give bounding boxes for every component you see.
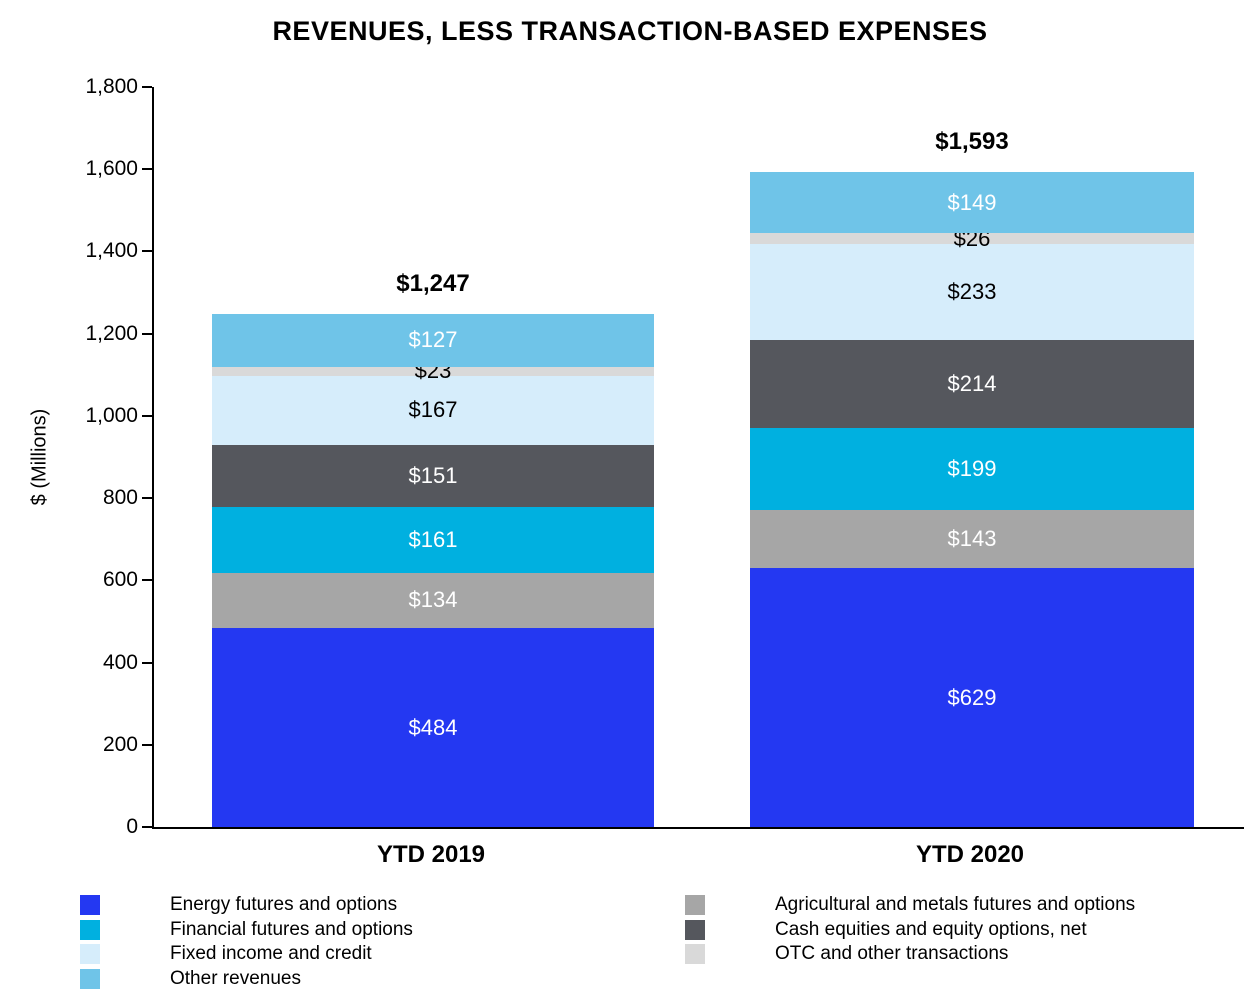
y-tick-label: 800 xyxy=(102,486,138,510)
stacked-bar-ytd-2020: $629 $143 $199 $214 $233 $26 $149 $1,593 xyxy=(750,87,1194,827)
segment-value-label: $134 xyxy=(408,587,458,613)
legend-label: Agricultural and metals futures and opti… xyxy=(775,894,1136,916)
y-tick-label: 600 xyxy=(102,568,138,592)
legend-item: Cash equities and equity options, net xyxy=(685,918,1135,943)
legend-label: Financial futures and options xyxy=(170,918,413,940)
bar-segment: $214 xyxy=(750,339,1194,428)
segment-value-label: $151 xyxy=(408,462,458,488)
legend-left-column: Energy futures and options Financial futu… xyxy=(80,893,413,991)
segment-value-label: $127 xyxy=(408,327,458,353)
bar-segment: $23 xyxy=(212,360,654,382)
y-tick-mark xyxy=(142,826,152,828)
segment-value-label: $199 xyxy=(947,455,997,481)
y-tick-label: 1,800 xyxy=(85,75,138,98)
chart-title: REVENUES, LESS TRANSACTION-BASED EXPENSE… xyxy=(272,16,988,46)
legend-swatch xyxy=(685,895,705,916)
bar-segment: $484 xyxy=(212,628,654,827)
y-tick-mark xyxy=(142,414,152,417)
legend-item: Financial futures and options xyxy=(80,918,413,943)
x-category-label: YTD 2019 xyxy=(376,841,486,868)
bar-segment: $629 xyxy=(750,568,1194,827)
bar-segment: $167 xyxy=(212,376,654,445)
bar-segment: $233 xyxy=(750,244,1194,340)
legend-swatch xyxy=(80,919,100,940)
legend-item: Other revenues xyxy=(80,967,413,992)
bar-total-label: $1,593 xyxy=(935,128,1009,156)
y-tick-mark xyxy=(142,168,152,171)
y-tick-label: 1,400 xyxy=(85,239,138,263)
legend-item: Agricultural and metals futures and opti… xyxy=(685,893,1135,918)
segment-value-label: $167 xyxy=(408,397,458,423)
legend-swatch xyxy=(685,944,705,965)
y-tick-mark xyxy=(142,332,152,335)
y-tick-label: 200 xyxy=(102,732,138,756)
legend-label: OTC and other transactions xyxy=(775,943,1009,965)
bar-segment: $143 xyxy=(750,509,1194,569)
x-category-label: YTD 2020 xyxy=(915,841,1025,868)
segment-value-label: $484 xyxy=(408,714,458,740)
segment-value-label: $143 xyxy=(947,526,997,552)
bar-segment: $199 xyxy=(750,427,1194,510)
bar-segment: $149 xyxy=(750,172,1194,234)
y-tick-label: 1,200 xyxy=(85,321,138,345)
segment-value-label: $214 xyxy=(947,370,997,396)
y-tick-mark xyxy=(142,497,152,500)
bar-segment: $134 xyxy=(212,572,654,629)
y-tick-label: 400 xyxy=(102,650,138,674)
y-tick-mark xyxy=(142,743,152,746)
legend-item: Fixed income and credit xyxy=(80,942,413,967)
legend-label: Energy futures and options xyxy=(170,894,398,916)
bar-segment: $151 xyxy=(212,444,654,507)
legend-item: OTC and other transactions xyxy=(685,942,1135,967)
legend-label: Other revenues xyxy=(170,968,301,990)
y-tick-label: 1,000 xyxy=(85,403,138,427)
legend-right-column: Agricultural and metals futures and opti… xyxy=(685,893,1135,967)
y-tick-label: 0 xyxy=(126,815,138,838)
segment-value-label: $629 xyxy=(947,684,997,710)
legend-label: Cash equities and equity options, net xyxy=(775,918,1087,940)
legend-swatch xyxy=(685,919,705,940)
bar-segment: $161 xyxy=(212,506,654,573)
bar-segment: $127 xyxy=(212,314,654,367)
legend-swatch xyxy=(80,969,100,990)
legend-swatch xyxy=(80,895,100,916)
segment-value-label: $233 xyxy=(947,278,997,304)
bar-segment: $26 xyxy=(750,227,1194,249)
legend-label: Fixed income and credit xyxy=(170,943,372,965)
y-tick-mark xyxy=(142,86,152,88)
segment-value-label: $149 xyxy=(947,189,997,215)
legend-item: Energy futures and options xyxy=(80,893,413,918)
y-tick-label: 1,600 xyxy=(85,157,138,181)
y-tick-mark xyxy=(142,250,152,253)
stacked-bar-ytd-2019: $484 $134 $161 $151 $167 $23 $127 $1,247 xyxy=(212,87,654,827)
segment-value-label: $161 xyxy=(408,526,458,552)
y-tick-mark xyxy=(142,579,152,582)
bar-total-label: $1,247 xyxy=(396,270,470,298)
plot-area: $484 $134 $161 $151 $167 $23 $127 $1,247 $629 $14… xyxy=(152,87,1244,829)
legend-swatch xyxy=(80,944,100,965)
y-tick-mark xyxy=(142,661,152,664)
